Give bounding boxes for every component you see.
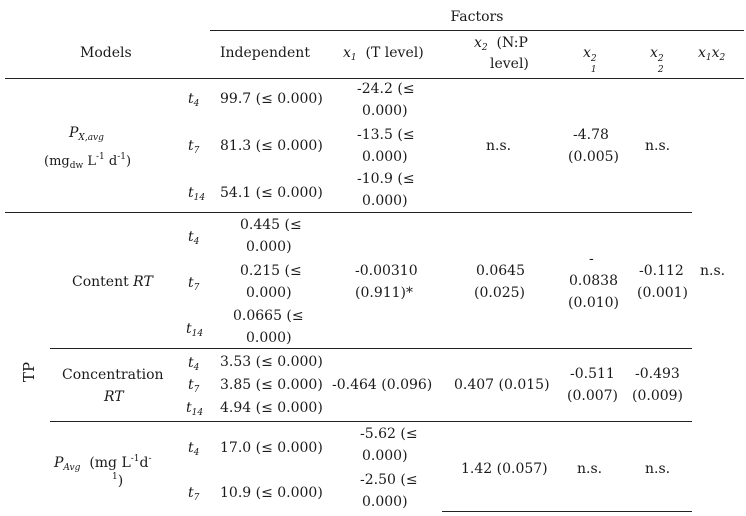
px-row-t7-independent: 81.3 (≤ 0.000)	[220, 138, 323, 154]
conc-x2-squared: -0.493	[635, 366, 680, 382]
content-x2: 0.0645	[476, 263, 525, 279]
content-x1-squared: 0.0838	[569, 273, 618, 289]
pavg-unit-end: 1)	[112, 472, 124, 489]
header-models: Models	[80, 45, 132, 61]
px-row-t14-x1: -10.9 (≤	[357, 171, 415, 187]
px-row-t14-x1b: 0.000)	[362, 193, 408, 209]
header-x1x2: x1x2	[698, 45, 726, 63]
px-x2: n.s.	[486, 138, 512, 154]
content-label: Content RT	[72, 274, 153, 290]
content-row-t4-a: 0.445 (≤	[240, 217, 302, 233]
px-row-t4-x1b: 0.000)	[362, 103, 408, 119]
rule-conc	[50, 421, 692, 422]
px-row-t7-time: t7	[188, 138, 200, 156]
pavg-x1-squared: n.s.	[577, 461, 603, 477]
pavg-row-t7-time: t7	[188, 485, 200, 503]
conc-label: Concentration	[62, 367, 164, 383]
header-factors: Factors	[450, 9, 504, 25]
rule-header	[5, 78, 744, 79]
px-x1-squared: -4.78	[573, 127, 609, 143]
rule-top	[210, 30, 744, 31]
pavg-x2-squared: n.s.	[645, 461, 671, 477]
px-row-t7-x1: -13.5 (≤	[357, 127, 415, 143]
px-row-t14-independent: 54.1 (≤ 0.000)	[220, 185, 323, 201]
content-x1-squared-sign: -	[589, 251, 594, 267]
px-label: PX,avg	[69, 125, 104, 143]
content-x2-squared: -0.112	[639, 263, 684, 279]
pavg-row-t7-x1b: 0.000)	[362, 494, 408, 510]
px-unit: (mgdw L-1 d-1)	[44, 152, 132, 171]
content-row-t14-a: 0.0665 (≤	[233, 308, 304, 324]
content-row-t4-b: 0.000)	[246, 239, 292, 255]
rule-content	[50, 348, 692, 349]
pavg-row-t4-x1b: 0.000)	[362, 448, 408, 464]
tp-label: TP	[20, 361, 38, 383]
content-x1x2: n.s.	[700, 263, 726, 279]
conc-x1-squared-p: (0.007)	[567, 388, 619, 404]
header-independent: Independent	[220, 45, 310, 61]
pavg-row-t4-x1: -5.62 (≤	[360, 426, 418, 442]
content-x2-p: (0.025)	[474, 285, 526, 301]
pavg-row-t7-x1: -2.50 (≤	[360, 472, 418, 488]
rule-px	[5, 212, 692, 213]
conc-x2: 0.407 (0.015)	[454, 377, 550, 393]
pavg-x2: 1.42 (0.057)	[461, 461, 548, 477]
px-x2-squared: n.s.	[645, 138, 671, 154]
px-row-t4-independent: 99.7 (≤ 0.000)	[220, 91, 323, 107]
header-x2: x2 (N:P	[474, 35, 528, 53]
pavg-row-t4-time: t4	[188, 440, 200, 458]
content-x1-squared-p: (0.010)	[568, 295, 620, 311]
conc-x2-squared-p: (0.009)	[632, 388, 684, 404]
conc-row-t14-independent: 4.94 (≤ 0.000)	[220, 400, 323, 416]
pavg-row-t7-independent: 10.9 (≤ 0.000)	[220, 485, 323, 501]
content-row-t7-time: t7	[188, 275, 200, 293]
content-x1: -0.00310	[355, 263, 418, 279]
conc-row-t4-time: t4	[188, 355, 200, 373]
conc-x1: -0.464 (0.096)	[332, 377, 433, 393]
conc-x1-squared: -0.511	[570, 366, 615, 382]
content-row-t14-b: 0.000)	[246, 330, 292, 346]
px-row-t7-x1b: 0.000)	[362, 149, 408, 165]
conc-row-t7-independent: 3.85 (≤ 0.000)	[220, 377, 323, 393]
conc-row-t14-time: t14	[186, 400, 204, 418]
content-row-t14-time: t14	[186, 321, 204, 339]
px-row-t4-time: t4	[188, 91, 200, 109]
content-x2-squared-p: (0.001)	[637, 285, 689, 301]
content-row-t7-a: 0.215 (≤	[240, 263, 302, 279]
conc-row-t4-independent: 3.53 (≤ 0.000)	[220, 354, 323, 370]
px-row-t14-time: t14	[188, 185, 206, 203]
pavg-label: PAvg (mg L-1d-	[54, 454, 152, 473]
rule-bottom	[442, 511, 692, 512]
header-x2-cont: level)	[490, 56, 529, 72]
content-x1-p: (0.911)*	[355, 285, 414, 301]
content-row-t7-b: 0.000)	[246, 285, 292, 301]
conc-label-rt: RT	[104, 389, 124, 405]
conc-row-t7-time: t7	[188, 377, 200, 395]
pavg-row-t4-independent: 17.0 (≤ 0.000)	[220, 440, 323, 456]
px-x1-squared-p: (0.005)	[568, 149, 620, 165]
px-row-t4-x1: -24.2 (≤	[357, 81, 415, 97]
header-x1: x1 (T level)	[343, 45, 424, 63]
content-row-t4-time: t4	[188, 229, 200, 247]
